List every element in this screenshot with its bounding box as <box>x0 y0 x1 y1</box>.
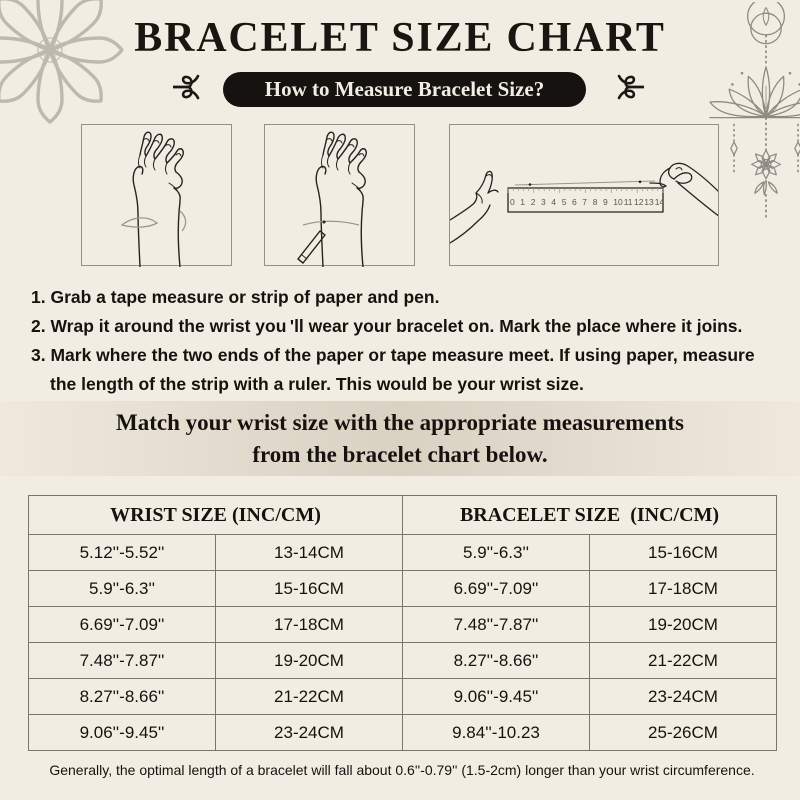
svg-text:8: 8 <box>593 197 598 207</box>
svg-text:1: 1 <box>520 197 525 207</box>
svg-text:7: 7 <box>582 197 587 207</box>
svg-text:3: 3 <box>541 197 546 207</box>
svg-text:12: 12 <box>634 197 644 207</box>
svg-text:4: 4 <box>551 197 556 207</box>
svg-text:10: 10 <box>613 197 623 207</box>
svg-text:0: 0 <box>510 197 515 207</box>
svg-text:5: 5 <box>562 197 567 207</box>
svg-text:2: 2 <box>531 197 536 207</box>
svg-text:6: 6 <box>572 197 577 207</box>
svg-text:13: 13 <box>644 197 654 207</box>
svg-text:14: 14 <box>655 197 665 207</box>
svg-text:11: 11 <box>624 197 633 207</box>
svg-text:9: 9 <box>603 197 608 207</box>
